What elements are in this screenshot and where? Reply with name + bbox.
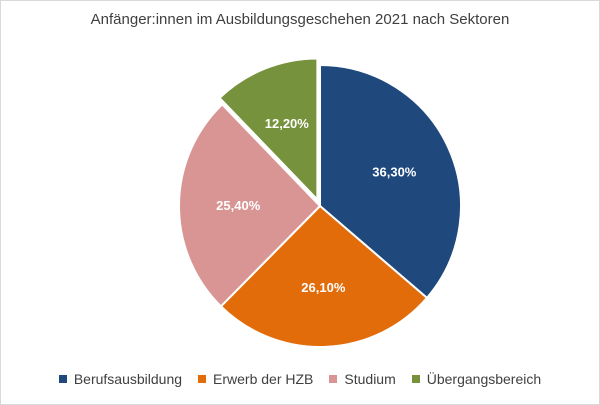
legend-label: Erwerb der HZB <box>213 371 314 387</box>
data-label-ubergangsbereich: 12,20% <box>265 116 310 131</box>
pie-slice-erwerb-der-hzb <box>219 204 429 348</box>
legend-item-berufsausbildung: Berufsausbildung <box>58 371 183 387</box>
legend-swatch <box>329 375 338 383</box>
legend-label: Berufsausbildung <box>73 371 183 387</box>
pie-slice-berufsausbildung <box>319 63 462 300</box>
legend-item-erwerb-der-hzb: Erwerb der HZB <box>198 371 313 387</box>
data-label-erwerb-der-hzb: 26,10% <box>301 280 346 295</box>
legend-swatch <box>411 375 420 383</box>
legend-item-ubergangsbereich: Übergangsbereich <box>411 371 542 387</box>
data-label-studium: 25,40% <box>216 198 261 213</box>
legend-swatch <box>58 375 67 383</box>
pie-slice-ubergangsbereich <box>218 57 319 202</box>
legend-swatch <box>198 375 207 383</box>
legend-item-studium: Studium <box>329 371 396 387</box>
chart-title: Anfänger:innen im Ausbildungsgeschehen 2… <box>90 11 510 28</box>
legend-label: Studium <box>344 371 396 387</box>
pie-slice-studium <box>178 103 322 308</box>
legend-label: Übergangsbereich <box>426 371 542 387</box>
legend: Berufsausbildung Erwerb der HZB Studium Übe… <box>0 371 600 387</box>
data-label-berufsausbildung: 36,30% <box>372 164 417 179</box>
